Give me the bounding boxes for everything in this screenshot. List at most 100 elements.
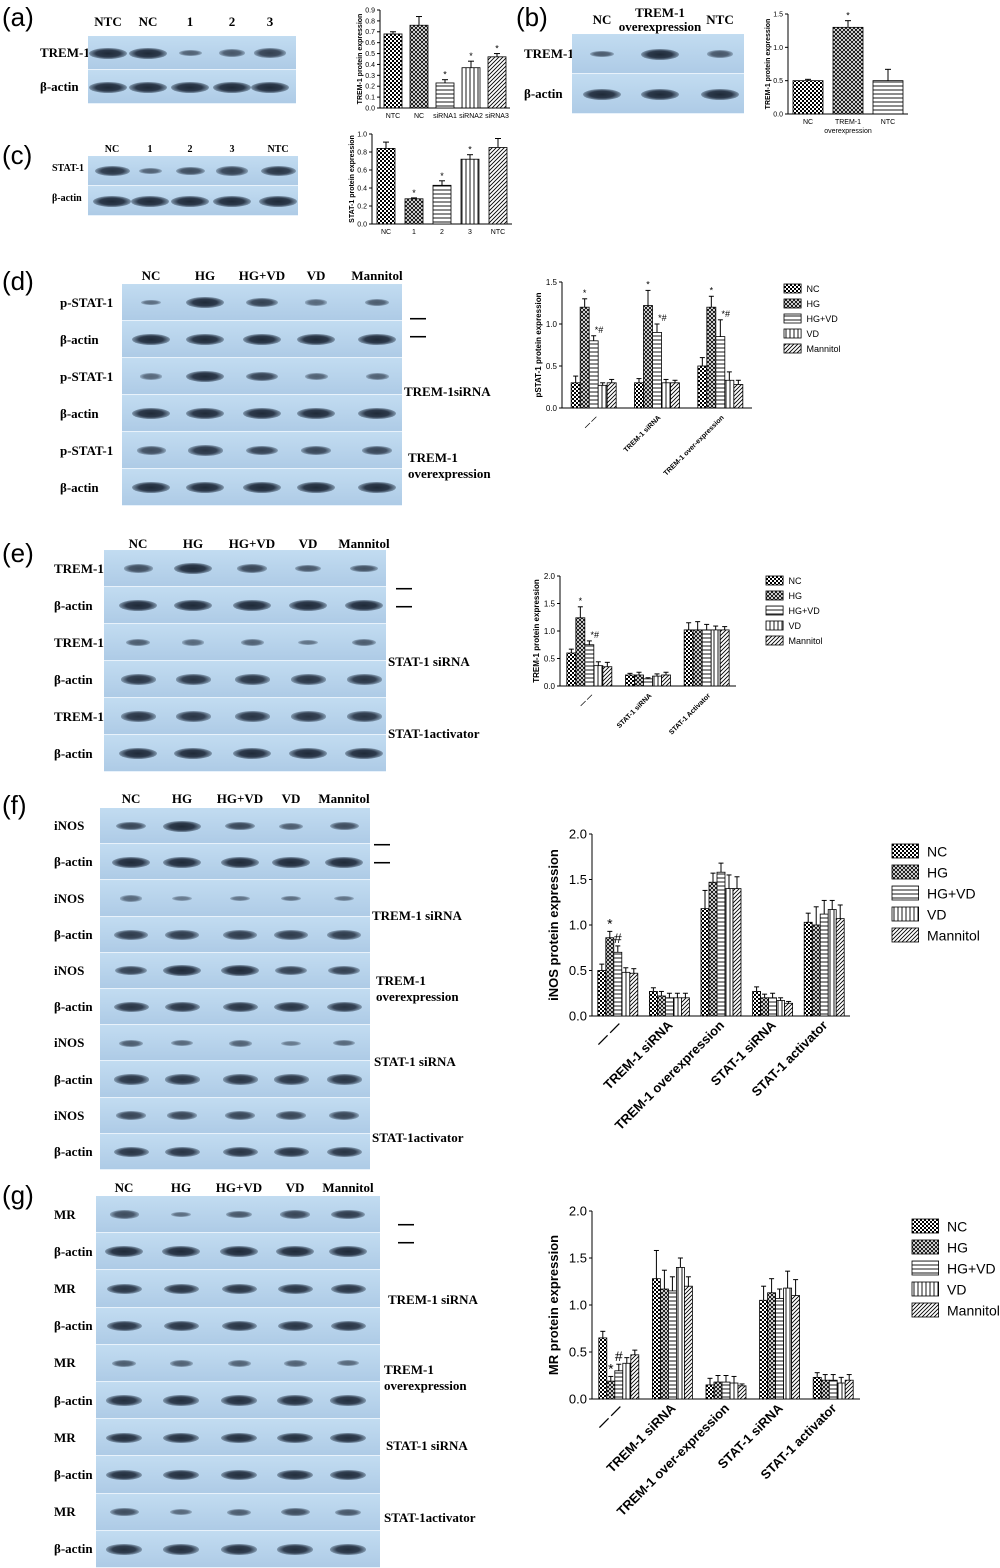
protein-band <box>274 929 308 940</box>
bar <box>710 629 721 687</box>
lane-label: VD <box>281 791 301 806</box>
bar <box>828 1379 838 1400</box>
row-label: β-actin <box>54 926 93 942</box>
bar <box>683 629 694 687</box>
chart-f-inos: 0.0 0.5 1.0 1.5 2.0 iNOS protein expression *#… <box>546 827 980 1133</box>
group-label: TREM-1 siRNA <box>372 908 462 923</box>
protein-band <box>136 446 166 455</box>
lane-label: 1 <box>147 144 153 155</box>
row-label: TREM-1 <box>54 634 104 650</box>
protein-band <box>174 748 212 759</box>
protein-band <box>140 373 162 380</box>
legend-swatch <box>911 1239 940 1255</box>
panel-label-f: (f) <box>2 790 27 820</box>
protein-band <box>175 674 211 685</box>
legend-label: Mannitol <box>927 928 980 944</box>
significance-mark: *# <box>595 325 604 335</box>
protein-band <box>276 1544 314 1555</box>
protein-band <box>276 1469 314 1481</box>
lane-label: HG+VD <box>238 268 286 283</box>
bar <box>706 306 717 409</box>
protein-band <box>120 674 156 685</box>
lane-label: NTC <box>267 144 289 155</box>
legend-label: NC <box>947 1219 967 1235</box>
lane-label: NC <box>104 144 120 155</box>
category-label: NTC <box>491 229 505 236</box>
protein-band <box>281 1040 301 1046</box>
group-label: STAT-1 siRNA <box>374 1054 456 1069</box>
control-dash: — — <box>398 1216 416 1251</box>
protein-band <box>220 1469 258 1481</box>
y-tick-label: 1.0 <box>569 918 587 933</box>
protein-band <box>331 1209 365 1220</box>
bar <box>692 629 703 687</box>
legend-label: HG+VD <box>807 314 839 324</box>
protein-band <box>326 1146 362 1157</box>
bar <box>792 80 824 115</box>
protein-band <box>129 47 167 59</box>
row-label: MR <box>54 1429 76 1445</box>
bar <box>672 997 682 1017</box>
protein-band <box>169 1360 193 1367</box>
protein-band <box>260 165 296 177</box>
protein-band <box>221 965 259 977</box>
protein-band <box>105 1432 143 1444</box>
protein-band <box>240 639 264 646</box>
bar <box>634 382 644 409</box>
y-tick-label: 0.8 <box>365 18 375 25</box>
bar <box>657 995 666 1017</box>
y-tick-label: 0.0 <box>365 105 375 112</box>
bar <box>724 379 735 409</box>
protein-band <box>243 482 281 493</box>
y-tick-label: 0.5 <box>569 1345 587 1360</box>
legend-label: HG <box>789 591 803 601</box>
y-tick-label: 0.0 <box>546 404 558 413</box>
protein-band <box>220 1395 258 1406</box>
category-label: 1 <box>412 229 416 236</box>
significance-mark: * <box>443 70 447 80</box>
legend-swatch <box>891 927 920 943</box>
legend-swatch <box>783 343 802 354</box>
protein-band <box>228 1040 252 1047</box>
protein-band <box>89 47 127 59</box>
blot-g <box>96 1196 380 1568</box>
y-tick-label: 2.0 <box>569 827 587 842</box>
protein-band <box>276 1246 314 1258</box>
protein-band <box>120 895 142 902</box>
significance-mark: * <box>412 188 416 198</box>
protein-band <box>223 929 257 940</box>
legend-swatch <box>765 635 784 646</box>
protein-band <box>132 482 170 493</box>
row-label: iNOS <box>54 890 85 906</box>
lane-label: 2 <box>187 144 193 155</box>
protein-band <box>327 929 361 940</box>
protein-band <box>234 711 270 722</box>
protein-band <box>109 1210 139 1219</box>
panel-label-e: (e) <box>2 538 34 568</box>
row-label: β-actin <box>54 597 93 613</box>
bar <box>737 1385 747 1400</box>
protein-band <box>589 50 615 58</box>
group-label: STAT-1activator <box>384 1510 476 1525</box>
bar <box>700 908 710 1017</box>
row-label: β-actin <box>54 1318 93 1334</box>
significance-mark: # <box>615 1348 623 1364</box>
y-tick-label: 0.5 <box>546 362 558 371</box>
y-axis-label: TREM-1 protein expression <box>532 579 541 683</box>
protein-band <box>329 1544 367 1555</box>
bar <box>759 1299 769 1400</box>
category-label: STAT-1 siRNA <box>616 692 653 729</box>
legend-swatch <box>891 864 920 880</box>
legend-swatch <box>911 1302 940 1318</box>
group-label: STAT-1 siRNA <box>386 1438 468 1453</box>
bar <box>783 1287 793 1400</box>
bar <box>602 666 613 687</box>
significance-mark: * <box>495 44 499 54</box>
protein-band <box>163 820 201 832</box>
protein-band <box>273 1002 309 1013</box>
protein-band <box>226 1210 252 1219</box>
bar <box>721 1381 731 1400</box>
y-tick-label: 0.6 <box>365 40 375 47</box>
bar <box>461 67 481 109</box>
y-tick-label: 1.0 <box>773 45 783 52</box>
